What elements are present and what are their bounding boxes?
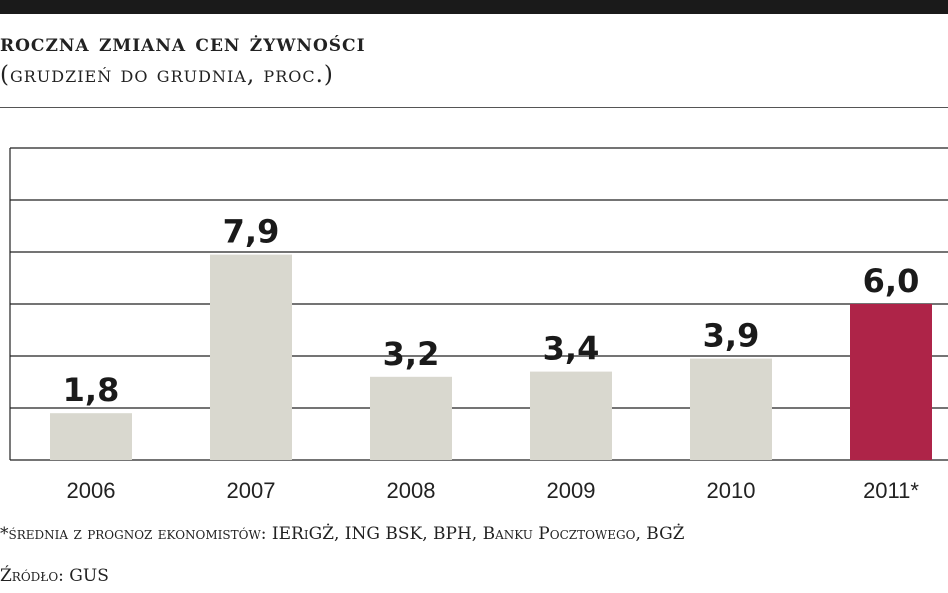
chart-subtitle: (grudzień do grudnia, proc.) [0, 62, 334, 88]
x-tick-label: 2010 [707, 478, 756, 503]
value-label: 1,8 [63, 371, 120, 409]
x-tick-label: 2007 [227, 478, 276, 503]
bar-2008 [370, 376, 452, 460]
value-label: 3,2 [383, 335, 440, 373]
bar-2007 [210, 254, 292, 460]
value-label: 3,4 [543, 330, 600, 368]
bar-2010 [690, 358, 772, 460]
value-label: 3,9 [703, 317, 760, 355]
bar-2011* [850, 304, 932, 460]
x-tick-label: 2008 [387, 478, 436, 503]
bar-chart: 0246810121,820067,920073,220083,420093,9… [9, 147, 948, 503]
value-label: 6,0 [863, 262, 920, 300]
top-rule-bar [0, 0, 948, 14]
chart-title: roczna zmiana cen żywności [0, 28, 366, 57]
x-tick-label: 2006 [67, 478, 116, 503]
header-divider [0, 107, 948, 108]
source-note: Źródło: GUS [0, 566, 109, 586]
bar-2009 [530, 371, 612, 460]
value-label: 7,9 [223, 213, 280, 251]
bar-2006 [50, 413, 132, 460]
x-tick-label: 2009 [547, 478, 596, 503]
x-tick-label: 2011* [863, 478, 919, 503]
footnote: *średnia z prognoz ekonomistów: IERiGŻ, … [0, 524, 685, 544]
